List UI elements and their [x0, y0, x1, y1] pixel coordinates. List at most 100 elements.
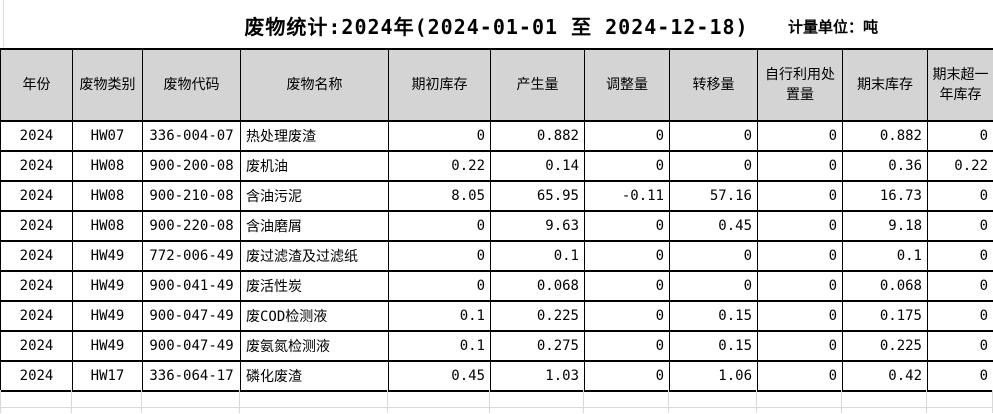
cell-generated-amount[interactable]: 65.95 — [490, 180, 585, 212]
cell-opening-stock[interactable]: 0 — [388, 120, 491, 152]
cell-adjustment-amount[interactable]: -0.11 — [584, 180, 670, 212]
cell-opening-stock[interactable]: 0.1 — [388, 300, 491, 332]
cell-adjustment-amount[interactable]: 0 — [584, 210, 670, 242]
cell-generated-amount[interactable]: 0.14 — [490, 150, 585, 182]
cell-self-disposal-amount[interactable]: 0 — [757, 210, 843, 242]
empty-grid-cell[interactable] — [142, 408, 240, 413]
cell-opening-stock[interactable]: 0 — [388, 270, 491, 302]
empty-grid-cell[interactable] — [388, 408, 490, 413]
cell-ending-stock[interactable]: 0.42 — [842, 360, 928, 392]
empty-grid-cell[interactable] — [842, 408, 927, 413]
column-header-ending-stock[interactable]: 期末库存 — [842, 48, 928, 122]
cell-opening-stock[interactable]: 0 — [388, 240, 491, 272]
cell-ending-over-one-year-stock[interactable]: 0 — [927, 270, 993, 302]
column-header-generated-amount[interactable]: 产生量 — [490, 48, 585, 122]
empty-grid-cell[interactable] — [927, 408, 993, 413]
cell-waste-name[interactable]: 废COD检测液 — [240, 300, 389, 332]
cell-waste-name[interactable]: 热处理废渣 — [240, 120, 389, 152]
cell-waste-name[interactable]: 含油污泥 — [240, 180, 389, 212]
cell-waste-code[interactable]: 900-210-08 — [142, 180, 241, 212]
empty-grid-cell[interactable] — [0, 408, 72, 413]
cell-waste-name[interactable]: 废过滤渣及过滤纸 — [240, 240, 389, 272]
cell-ending-stock[interactable]: 0.882 — [842, 120, 928, 152]
cell-waste-category[interactable]: HW49 — [72, 270, 143, 302]
cell-opening-stock[interactable]: 0.22 — [388, 150, 491, 182]
empty-grid-cell[interactable] — [584, 408, 669, 413]
cell-waste-name[interactable]: 废氨氮检测液 — [240, 330, 389, 362]
column-header-transfer-amount[interactable]: 转移量 — [669, 48, 758, 122]
cell-waste-category[interactable]: HW49 — [72, 240, 143, 272]
cell-opening-stock[interactable]: 8.05 — [388, 180, 491, 212]
cell-ending-over-one-year-stock[interactable]: 0 — [927, 330, 993, 362]
cell-ending-stock[interactable]: 0.225 — [842, 330, 928, 362]
cell-adjustment-amount[interactable]: 0 — [584, 360, 670, 392]
column-header-ending-over-one-year-stock[interactable]: 期末超一年库存 — [927, 48, 993, 122]
cell-waste-category[interactable]: HW08 — [72, 150, 143, 182]
cell-transfer-amount[interactable]: 0 — [669, 240, 758, 272]
cell-generated-amount[interactable]: 0.1 — [490, 240, 585, 272]
cell-transfer-amount[interactable]: 0 — [669, 270, 758, 302]
empty-grid-cell[interactable] — [142, 390, 240, 407]
cell-adjustment-amount[interactable]: 0 — [584, 330, 670, 362]
cell-self-disposal-amount[interactable]: 0 — [757, 150, 843, 182]
empty-grid-cell[interactable] — [0, 390, 72, 407]
cell-opening-stock[interactable]: 0.45 — [388, 360, 491, 392]
empty-grid-cell[interactable] — [842, 390, 927, 407]
cell-waste-name[interactable]: 废活性炭 — [240, 270, 389, 302]
cell-ending-stock[interactable]: 0.175 — [842, 300, 928, 332]
cell-year[interactable]: 2024 — [0, 180, 73, 212]
cell-waste-code[interactable]: 336-064-17 — [142, 360, 241, 392]
cell-ending-stock[interactable]: 0.36 — [842, 150, 928, 182]
empty-grid-cell[interactable] — [72, 408, 142, 413]
cell-adjustment-amount[interactable]: 0 — [584, 150, 670, 182]
cell-generated-amount[interactable]: 0.275 — [490, 330, 585, 362]
cell-transfer-amount[interactable]: 0.15 — [669, 330, 758, 362]
column-header-waste-code[interactable]: 废物代码 — [142, 48, 241, 122]
cell-self-disposal-amount[interactable]: 0 — [757, 120, 843, 152]
cell-ending-over-one-year-stock[interactable]: 0 — [927, 210, 993, 242]
cell-self-disposal-amount[interactable]: 0 — [757, 180, 843, 212]
cell-generated-amount[interactable]: 9.63 — [490, 210, 585, 242]
cell-ending-stock[interactable]: 0.1 — [842, 240, 928, 272]
cell-transfer-amount[interactable]: 0 — [669, 150, 758, 182]
cell-opening-stock[interactable]: 0.1 — [388, 330, 491, 362]
cell-adjustment-amount[interactable]: 0 — [584, 300, 670, 332]
cell-waste-code[interactable]: 900-220-08 — [142, 210, 241, 242]
cell-year[interactable]: 2024 — [0, 270, 73, 302]
cell-ending-stock[interactable]: 9.18 — [842, 210, 928, 242]
column-header-year[interactable]: 年份 — [0, 48, 73, 122]
cell-adjustment-amount[interactable]: 0 — [584, 240, 670, 272]
cell-waste-category[interactable]: HW49 — [72, 300, 143, 332]
cell-ending-stock[interactable]: 16.73 — [842, 180, 928, 212]
cell-year[interactable]: 2024 — [0, 120, 73, 152]
cell-year[interactable]: 2024 — [0, 210, 73, 242]
cell-waste-code[interactable]: 900-200-08 — [142, 150, 241, 182]
empty-grid-cell[interactable] — [72, 390, 142, 407]
cell-year[interactable]: 2024 — [0, 300, 73, 332]
empty-grid-cell[interactable] — [388, 390, 490, 407]
cell-waste-code[interactable]: 900-041-49 — [142, 270, 241, 302]
cell-self-disposal-amount[interactable]: 0 — [757, 330, 843, 362]
empty-grid-cell[interactable] — [757, 390, 842, 407]
cell-year[interactable]: 2024 — [0, 330, 73, 362]
column-header-waste-name[interactable]: 废物名称 — [240, 48, 389, 122]
cell-ending-over-one-year-stock[interactable]: 0.22 — [927, 150, 993, 182]
cell-ending-over-one-year-stock[interactable]: 0 — [927, 240, 993, 272]
cell-generated-amount[interactable]: 0.882 — [490, 120, 585, 152]
cell-waste-code[interactable]: 900-047-49 — [142, 300, 241, 332]
empty-grid-cell[interactable] — [584, 390, 669, 407]
cell-self-disposal-amount[interactable]: 0 — [757, 300, 843, 332]
cell-waste-code[interactable]: 900-047-49 — [142, 330, 241, 362]
cell-ending-over-one-year-stock[interactable]: 0 — [927, 300, 993, 332]
empty-grid-cell[interactable] — [240, 408, 388, 413]
cell-ending-over-one-year-stock[interactable]: 0 — [927, 180, 993, 212]
empty-grid-cell[interactable] — [490, 408, 584, 413]
empty-grid-cell[interactable] — [240, 390, 388, 407]
cell-waste-category[interactable]: HW08 — [72, 180, 143, 212]
cell-waste-code[interactable]: 772-006-49 — [142, 240, 241, 272]
cell-adjustment-amount[interactable]: 0 — [584, 270, 670, 302]
cell-ending-over-one-year-stock[interactable]: 0 — [927, 120, 993, 152]
cell-transfer-amount[interactable]: 0 — [669, 120, 758, 152]
cell-generated-amount[interactable]: 0.225 — [490, 300, 585, 332]
cell-waste-name[interactable]: 磷化废渣 — [240, 360, 389, 392]
